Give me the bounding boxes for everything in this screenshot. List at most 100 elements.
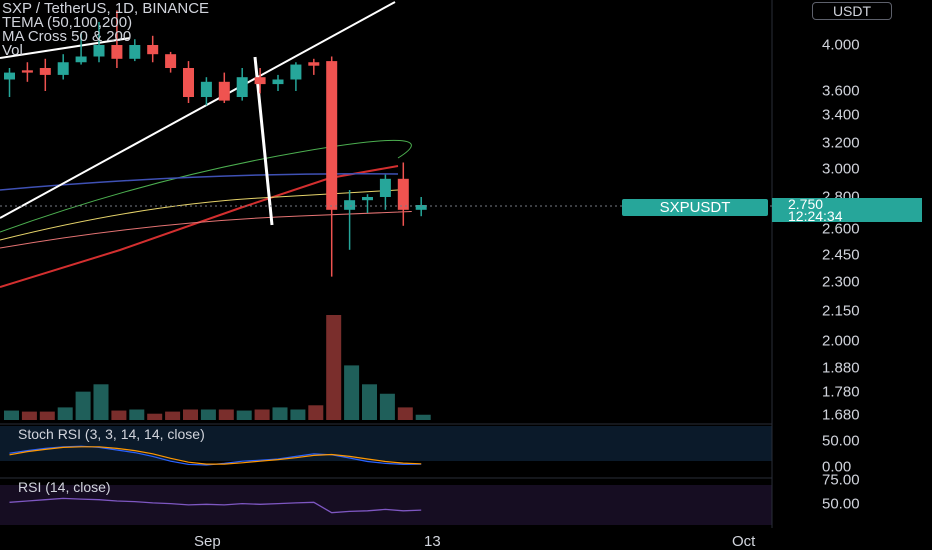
volume-bars — [4, 315, 431, 420]
last-price-tag: 2.750 12:24:34 — [772, 196, 922, 224]
volume-bar — [236, 410, 252, 420]
price-axis-label: 4.000 — [822, 36, 860, 54]
stoch-axis-50: 50.00 — [822, 432, 860, 450]
volume-bar — [4, 410, 19, 420]
legend-vol[interactable]: Vol — [2, 42, 23, 59]
legend-ma-cross[interactable]: MA Cross 50 & 200 — [2, 28, 132, 45]
candle-body — [93, 45, 105, 57]
trendline-upper — [0, 37, 131, 59]
stoch-rsi-pane — [0, 426, 772, 466]
axis-separators — [0, 0, 773, 528]
price-axis-label: 3.600 — [822, 82, 860, 100]
candle-body — [272, 79, 284, 85]
candle-body — [236, 77, 248, 97]
time-label-sep: Sep — [194, 533, 221, 550]
candle-body — [39, 68, 51, 75]
rsi-line — [9, 497, 422, 514]
bar-countdown: 12:24:34 — [788, 208, 843, 224]
volume-bar — [272, 407, 288, 420]
drawn-trendlines[interactable] — [0, 1, 396, 226]
candle-body — [290, 64, 302, 80]
volume-bar — [308, 405, 324, 420]
candle-body — [362, 197, 373, 201]
price-axis-label: 3.200 — [822, 134, 860, 152]
volume-bar — [39, 411, 55, 420]
volume-bar — [379, 393, 395, 420]
price-axis-label: 1.780 — [822, 383, 860, 401]
candle-body — [57, 62, 69, 75]
tema-slow-line — [0, 173, 399, 191]
candles — [4, 10, 427, 277]
stoch-d-line — [9, 446, 422, 465]
price-axis-label: 1.880 — [822, 359, 860, 377]
rsi-pane — [0, 485, 772, 525]
rsi-axis-75: 75.00 — [822, 471, 860, 489]
volume-bar — [183, 409, 198, 420]
candle-body — [397, 178, 409, 210]
stoch-axis-0: 0.00 — [822, 458, 852, 476]
volume-bar — [290, 409, 306, 420]
candle-body — [111, 45, 123, 59]
price-axis-label: 2.000 — [822, 332, 860, 350]
volume-bar — [326, 315, 342, 420]
volume-bar — [129, 409, 145, 420]
candle-body — [129, 45, 141, 59]
candle-body — [4, 72, 15, 80]
candle-body — [254, 77, 266, 85]
ma-200-line — [0, 211, 412, 249]
rsi-axis-50: 50.00 — [822, 495, 860, 513]
rsi-title[interactable]: RSI (14, close) — [18, 479, 111, 495]
price-axis-label: 1.680 — [822, 406, 860, 424]
legend: SXP / TetherUS, 1D, BINANCE TEMA (50,100… — [2, 0, 210, 59]
stoch-band — [0, 426, 772, 461]
volume-bar — [218, 409, 234, 420]
legend-symbol[interactable]: SXP / TetherUS, 1D, BINANCE — [2, 0, 210, 17]
candle-body — [218, 81, 230, 101]
candle-body — [21, 70, 33, 73]
candle-body — [75, 56, 87, 63]
rsi-band — [0, 485, 772, 525]
candle-body — [165, 54, 177, 68]
price-axis-label: 3.400 — [822, 106, 860, 124]
price-axis-label: 2.450 — [822, 246, 860, 264]
stoch-rsi-title[interactable]: Stoch RSI (3, 3, 14, 14, close) — [18, 426, 205, 442]
volume-bar — [397, 407, 413, 420]
candle-body — [326, 61, 338, 210]
time-axis[interactable] — [0, 528, 932, 550]
price-axis-label: 2.150 — [822, 302, 860, 320]
legend-tema[interactable]: TEMA (50,100,200) — [2, 14, 133, 31]
volume-bar — [147, 413, 163, 420]
price-axis-label: 2.300 — [822, 273, 860, 291]
volume-bar — [362, 384, 377, 420]
volume-bar — [75, 391, 91, 420]
last-price: 2.750 — [788, 196, 824, 212]
time-label-oct: Oct — [732, 533, 756, 550]
volume-bar — [254, 409, 270, 420]
candle-body — [344, 200, 356, 210]
candle-body — [147, 45, 159, 55]
trendline-lower — [0, 1, 396, 219]
volume-bar — [21, 411, 37, 420]
moving-average-lines — [0, 139, 412, 288]
volume-bar — [344, 365, 360, 420]
trendline-vertical — [253, 56, 274, 226]
volume-bar — [57, 407, 73, 420]
symbol-tag: SXPUSDT — [622, 199, 768, 216]
candle-body — [183, 68, 194, 97]
volume-bar — [200, 409, 216, 420]
tema-mid-line — [0, 139, 412, 233]
candle-body — [308, 62, 320, 66]
candle-body — [200, 81, 212, 97]
volume-bar — [415, 414, 431, 420]
volume-bar — [165, 411, 181, 420]
volume-bar — [93, 384, 109, 420]
volume-bar — [111, 410, 127, 420]
time-label-13: 13 — [424, 533, 441, 550]
price-axis-label: 2.600 — [822, 220, 860, 238]
tema-fast-line — [0, 189, 399, 241]
currency-badge[interactable]: USDT — [812, 2, 892, 20]
candle-body — [415, 205, 427, 210]
candle-body — [379, 178, 391, 197]
price-axis-label: 3.000 — [822, 160, 860, 178]
